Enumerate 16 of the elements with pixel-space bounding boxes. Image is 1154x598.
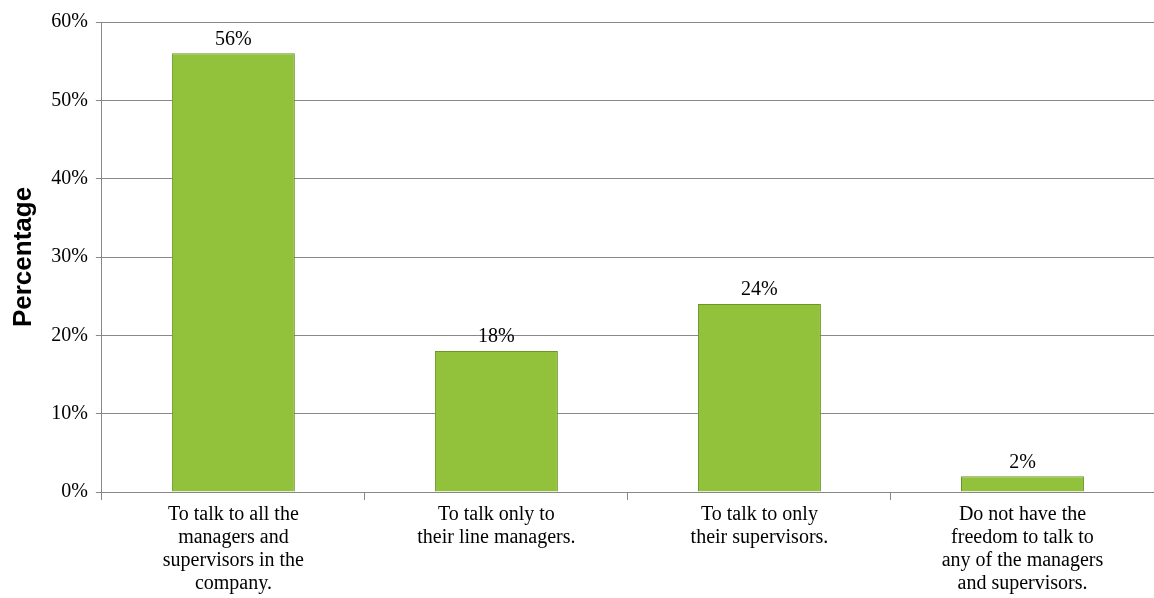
x-tick-label: Do not have the freedom to talk to any of the managers and supervisors. [941,501,1104,594]
y-tick-label: 60% [51,9,88,32]
y-tick-label: 10% [51,400,88,423]
y-tick-label: 20% [51,322,88,345]
y-tick-label: 50% [51,87,88,110]
x-tick-label: To talk to all the managers and supervisors in the company. [162,501,305,594]
x-tick-label: To talk only to their line managers. [417,501,576,548]
y-axis-title: Percentage [6,186,37,328]
x-tick-label: To talk to only their supervisors. [690,501,829,548]
data-label: 24% [741,277,778,300]
y-tick-label: 0% [61,479,88,502]
y-tick-label: 30% [51,244,88,267]
data-label: 18% [478,324,515,347]
data-label: 2% [1009,449,1036,472]
y-tick-label: 40% [51,165,88,188]
data-label: 56% [215,26,252,49]
